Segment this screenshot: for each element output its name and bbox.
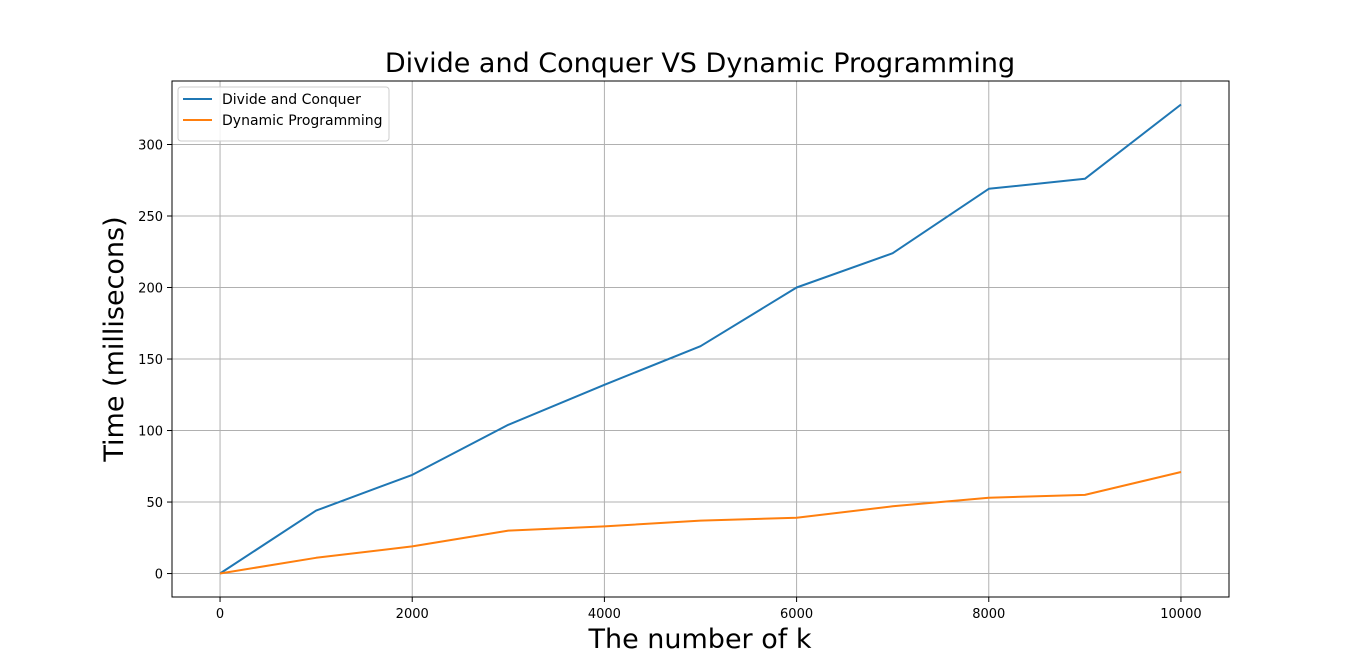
x-tick-label: 8000 bbox=[972, 607, 1005, 622]
legend: Divide and Conquer Dynamic Programming bbox=[177, 86, 390, 142]
x-tick-label: 6000 bbox=[780, 607, 813, 622]
y-tick-label: 200 bbox=[138, 282, 163, 297]
plot-area bbox=[171, 80, 1230, 598]
legend-label: Dynamic Programming bbox=[222, 113, 383, 129]
legend-label: Divide and Conquer bbox=[222, 92, 361, 108]
y-tick-label: 300 bbox=[138, 138, 163, 153]
series-line-1 bbox=[219, 103, 1182, 575]
chart-title: Divide and Conquer VS Dynamic Programmin… bbox=[385, 48, 1015, 79]
y-tick-label: 0 bbox=[155, 568, 163, 583]
y-tick-label: 50 bbox=[146, 496, 163, 511]
axis-ticks: 0 2000 4000 6000 8000 10000 0 50 100 150 200 250 300 bbox=[138, 138, 1201, 622]
x-axis-label: The number of k bbox=[587, 624, 811, 655]
series-lines bbox=[219, 103, 1182, 575]
x-tick-label: 0 bbox=[216, 607, 224, 622]
y-tick-label: 100 bbox=[138, 425, 163, 440]
legend-box bbox=[177, 86, 390, 142]
x-tick-label: 4000 bbox=[588, 607, 621, 622]
x-tick-label: 10000 bbox=[1160, 607, 1201, 622]
y-tick-label: 250 bbox=[138, 210, 163, 225]
grid bbox=[172, 81, 1229, 597]
y-tick-label: 150 bbox=[138, 353, 163, 368]
series-line-2 bbox=[219, 471, 1182, 575]
y-axis-label: Time (millisecons) bbox=[99, 216, 130, 462]
x-tick-label: 2000 bbox=[396, 607, 429, 622]
